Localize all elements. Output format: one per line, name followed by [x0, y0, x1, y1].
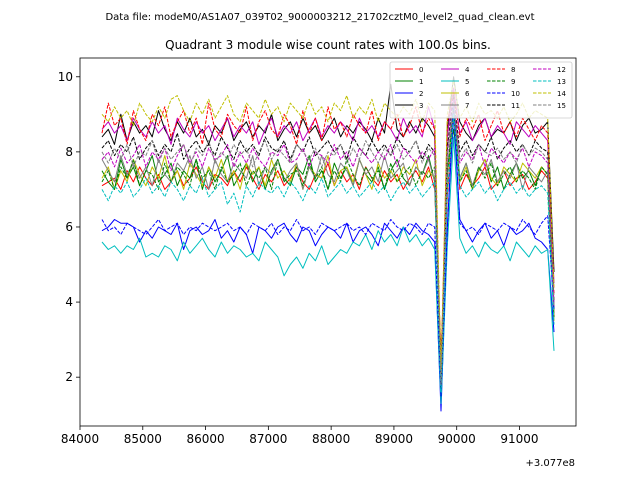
series-layer — [101, 76, 555, 412]
series-line-4 — [101, 87, 555, 386]
x-tick-label: 90000 — [438, 432, 476, 446]
legend-label-4: 4 — [465, 66, 470, 74]
legend-label-5: 5 — [465, 78, 469, 86]
legend-label-6: 6 — [465, 90, 470, 98]
series-line-11 — [101, 95, 555, 389]
chart-title: Quadrant 3 module wise count rates with … — [165, 38, 491, 52]
y-tick-label: 8 — [65, 145, 73, 159]
x-tick-label: 87000 — [249, 432, 287, 446]
series-line-5 — [101, 136, 555, 404]
legend-label-3: 3 — [419, 102, 423, 110]
x-tick-label: 91000 — [500, 432, 538, 446]
legend-label-15: 15 — [557, 102, 566, 110]
y-tick-label: 2 — [65, 370, 73, 384]
y-tick-label: 6 — [65, 220, 73, 234]
series-line-13 — [101, 113, 555, 393]
legend-label-13: 13 — [557, 78, 566, 86]
y-tick-label: 10 — [58, 70, 73, 84]
series-line-6 — [101, 113, 555, 378]
legend-label-8: 8 — [511, 66, 515, 74]
y-tick-label: 4 — [65, 295, 73, 309]
series-line-15 — [101, 102, 555, 386]
x-tick-label: 85000 — [124, 432, 162, 446]
legend-label-9: 9 — [511, 78, 515, 86]
legend-label-2: 2 — [419, 90, 423, 98]
axes-layer: 84000 85000 86000 87000 88000 89000 90000 91000… — [58, 70, 539, 446]
legend-label-0: 0 — [419, 66, 423, 74]
series-line-10 — [101, 98, 555, 397]
x-tick-label: 89000 — [375, 432, 413, 446]
suptitle: Data file: modeM0/AS1A07_039T02_90000032… — [105, 12, 534, 23]
legend-label-11: 11 — [511, 102, 520, 110]
x-offset-label: +3.077e8 — [525, 458, 575, 469]
legend-label-1: 1 — [419, 78, 423, 86]
x-tick-label: 88000 — [312, 432, 350, 446]
legend-label-12: 12 — [557, 66, 566, 74]
legend-label-14: 14 — [557, 90, 566, 98]
legend-frame — [389, 61, 573, 119]
plot-frame — [79, 57, 577, 427]
x-tick-label: 86000 — [186, 432, 224, 446]
plot-area — [80, 58, 576, 426]
x-tick-label: 84000 — [61, 432, 99, 446]
legend-label-10: 10 — [511, 90, 520, 98]
series-line-8 — [101, 91, 555, 374]
series-line-7 — [101, 102, 555, 382]
series-line-3 — [101, 76, 555, 401]
legend-label-7: 7 — [465, 102, 469, 110]
